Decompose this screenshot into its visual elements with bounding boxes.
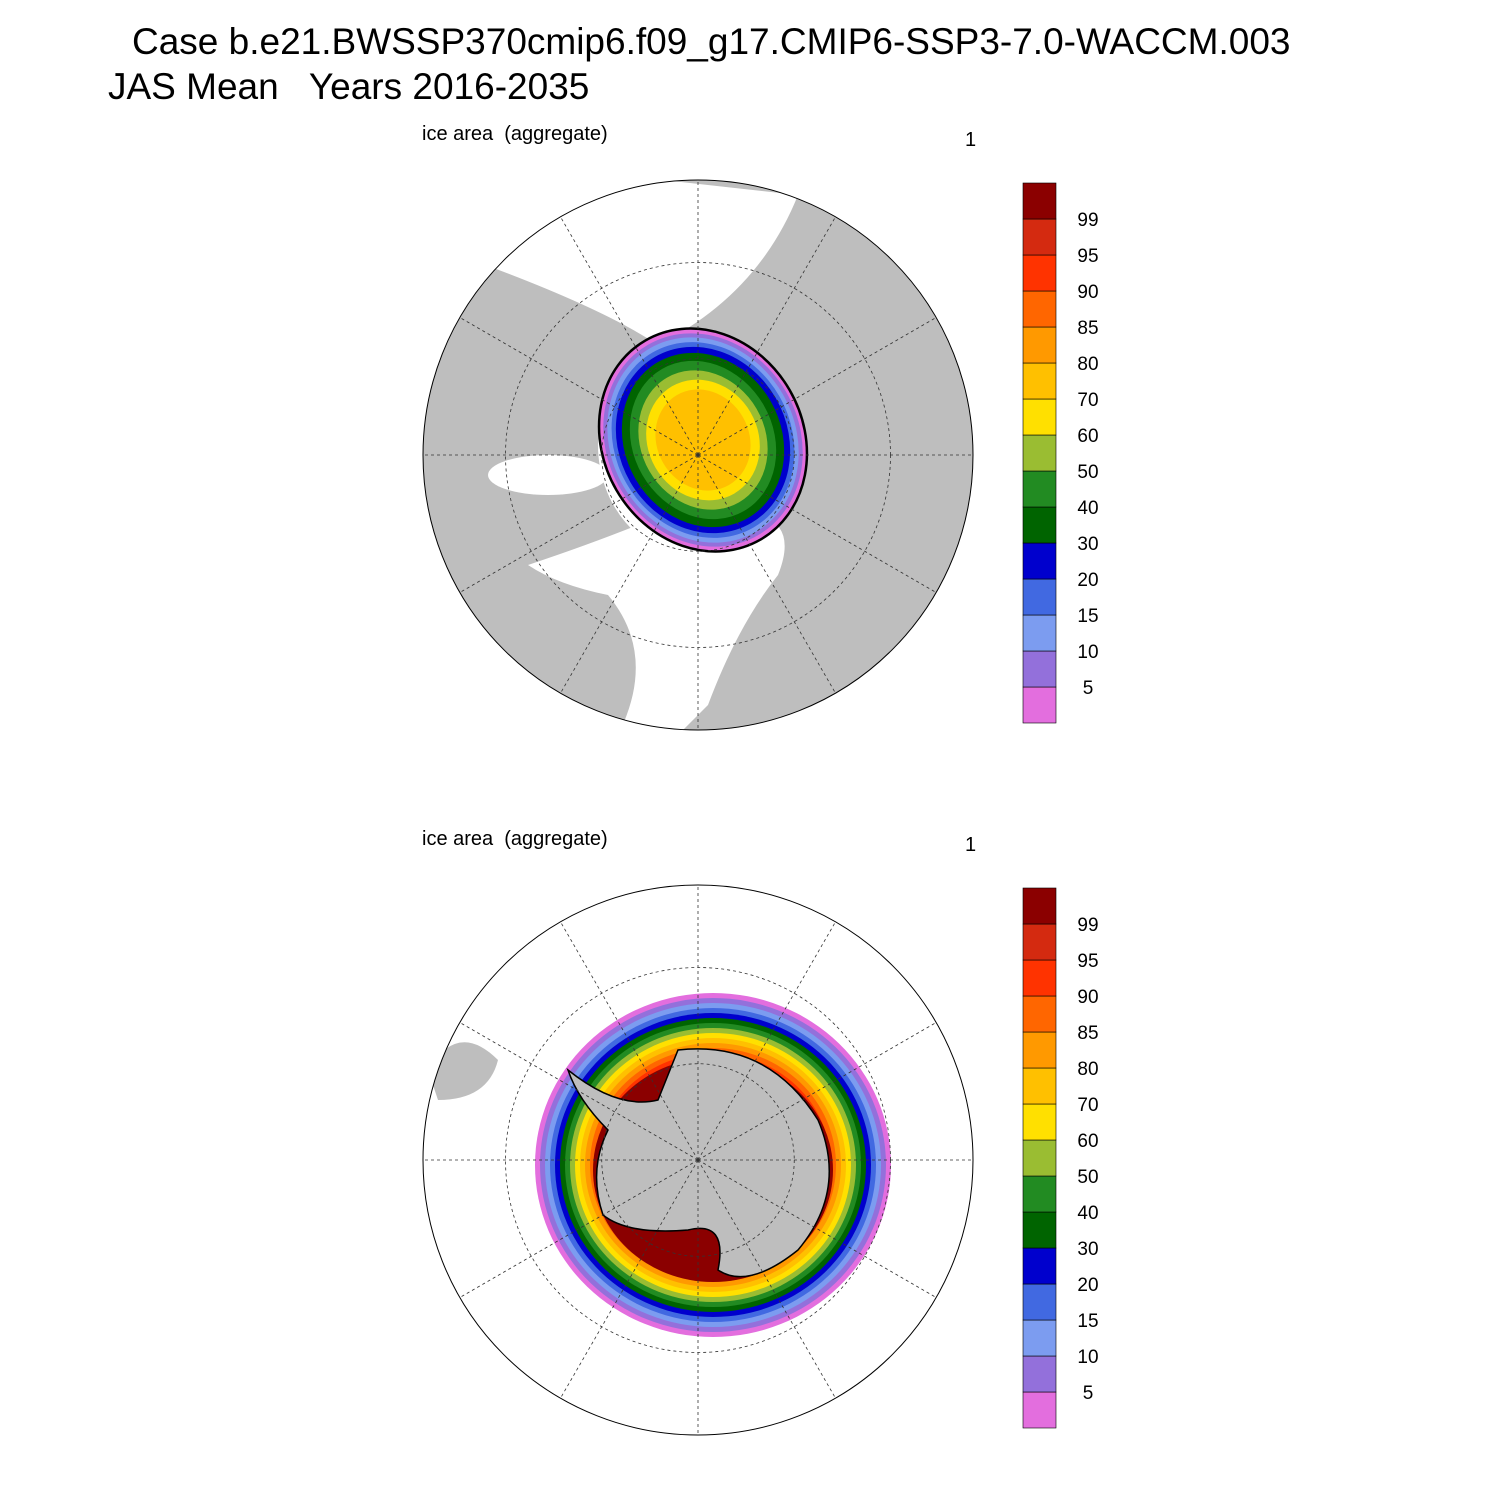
colorbar-box [1022,1103,1057,1141]
colorbar-label: 60 [1077,1131,1098,1152]
colorbar-label: 85 [1077,1023,1098,1044]
colorbar-label: 5 [1083,678,1094,699]
ice-edge-contour [597,327,809,553]
colorbar-label: 80 [1077,354,1098,375]
title-line-2: JAS Mean Years 2016-2035 [108,66,589,107]
colorbar-label: 50 [1077,462,1098,483]
grid-meridian [697,454,937,593]
polar-map [423,885,973,1435]
ocean [528,515,785,730]
colorbar-box [1022,1355,1057,1393]
colorbar-label: 70 [1077,1095,1098,1116]
colorbar-box [1022,254,1057,292]
grid-meridian [697,1022,937,1161]
colorbar-box [1022,650,1057,688]
colorbar-label: 50 [1077,1167,1098,1188]
panel-label: ice area (aggregate) [422,123,608,145]
colorbar-box [1022,995,1057,1033]
colorbar-box [1022,506,1057,544]
colorbar-box [1022,1391,1057,1429]
grid-meridian [697,317,937,456]
colorbar-box [1022,362,1057,400]
map-border [422,179,974,731]
grid-meridian [697,921,836,1161]
colorbar-box [1022,290,1057,328]
colorbar-box [1022,614,1057,652]
colorbar-label: 85 [1077,318,1098,339]
grid-meridian [697,1159,836,1399]
colorbar-label: 30 [1077,1239,1098,1260]
panel-right-label: 1 [965,834,976,856]
colorbar-label: 5 [1083,1383,1094,1404]
grid-meridian [459,454,699,593]
colorbar-label: 80 [1077,1059,1098,1080]
sea-ice [655,389,751,491]
colorbar-box [1022,1175,1057,1213]
colorbar-box [1022,398,1057,436]
grid-meridian [560,454,699,694]
colorbar-label: 40 [1077,498,1098,519]
grid-meridian [560,1159,699,1399]
colorbar-label: 20 [1077,570,1098,591]
antarctica [566,1048,830,1278]
colorbar-box [1022,470,1057,508]
grid-meridian [697,1159,937,1298]
colorbar-box [1022,218,1057,256]
grid-meridian [560,921,699,1161]
colorbar-label: 95 [1077,951,1098,972]
colorbar-box [1022,434,1057,472]
colorbar-label: 40 [1077,1203,1098,1224]
colorbar-box [1022,1139,1057,1177]
colorbar-box [1022,923,1057,961]
colorbar-box [1022,1067,1057,1105]
colorbar-label: 20 [1077,1275,1098,1296]
map-border [422,884,974,1436]
panel-label: ice area (aggregate) [422,828,608,850]
grid-meridian [560,216,699,456]
land [428,1042,498,1100]
title-line-1: Case b.e21.BWSSP370cmip6.f09_g17.CMIP6-S… [132,21,1291,62]
colorbar-box [1022,1211,1057,1249]
panel-right-label: 1 [965,129,976,151]
grid-meridian [459,317,699,456]
colorbar-box [1022,542,1057,580]
colorbar-label: 30 [1077,534,1098,555]
grid-meridian [459,1022,699,1161]
colorbar-box [1022,686,1057,724]
colorbar-box [1022,959,1057,997]
colorbar-box [1022,326,1057,364]
colorbar-box [1022,1319,1057,1357]
colorbar-box [1022,1247,1057,1285]
ocean [488,455,608,495]
colorbar-label: 90 [1077,282,1098,303]
colorbar-label: 70 [1077,390,1098,411]
colorbar-box [1022,1283,1057,1321]
colorbar-box [1022,578,1057,616]
colorbar-box [1022,1031,1057,1069]
colorbar-label: 99 [1077,210,1098,231]
grid-meridian [697,454,836,694]
colorbar-box [1022,887,1057,925]
colorbar-label: 10 [1077,642,1098,663]
grid-meridian [697,216,836,456]
colorbar-label: 60 [1077,426,1098,447]
colorbar-box [1022,182,1057,220]
polar-map [423,180,973,730]
colorbar-label: 15 [1077,606,1098,627]
colorbar-label: 10 [1077,1347,1098,1368]
colorbar-label: 95 [1077,246,1098,267]
grid-meridian [459,1159,699,1298]
colorbar-label: 15 [1077,1311,1098,1332]
colorbar-label: 99 [1077,915,1098,936]
colorbar-label: 90 [1077,987,1098,1008]
